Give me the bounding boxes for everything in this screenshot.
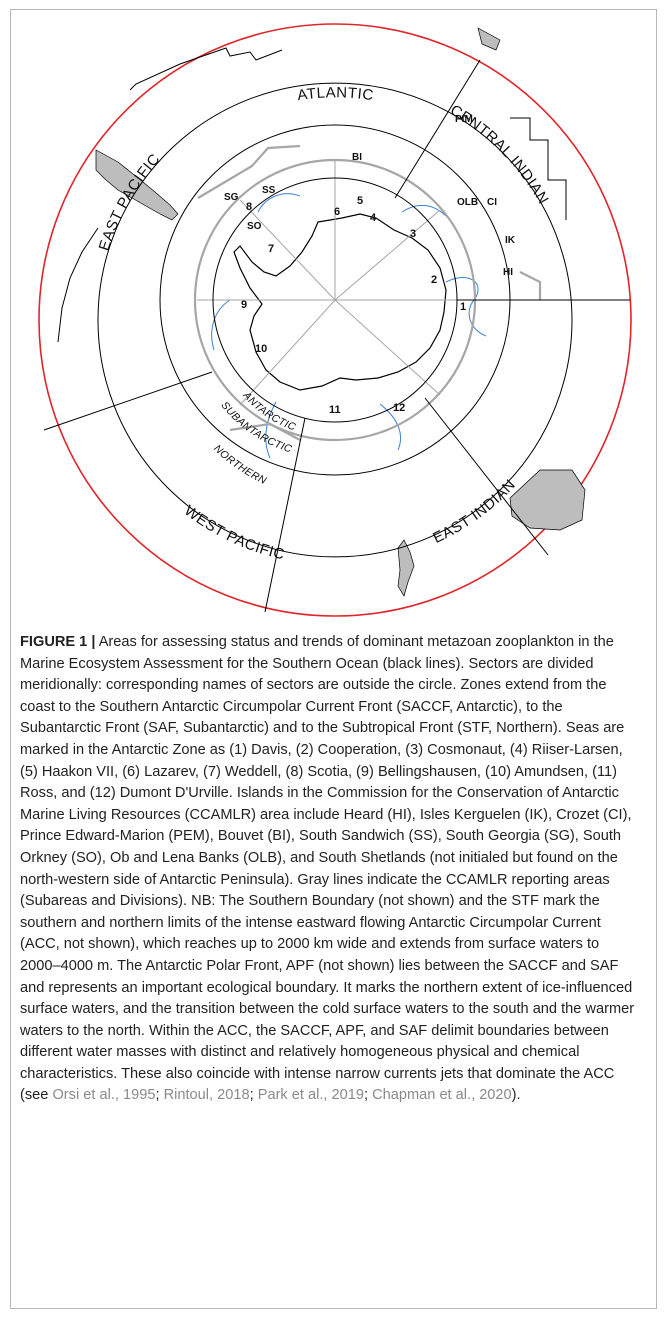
sea-label-9: 9 xyxy=(241,299,247,311)
ccamlr-thin-line-5 xyxy=(239,299,336,406)
ccamlr-thin-line-2 xyxy=(334,209,441,301)
caption-body: Areas for assessing status and trends of… xyxy=(20,634,635,1104)
island-label-hi: HI xyxy=(503,267,513,278)
stepped-boundary-west xyxy=(57,227,99,343)
land-masses xyxy=(95,27,586,597)
sea-label-10: 10 xyxy=(255,343,267,355)
sector-divider-atlantic-central-indian xyxy=(394,59,481,199)
ccamlr-line-2 xyxy=(519,271,542,300)
reference-link-chapman[interactable]: Chapman et al., 2020 xyxy=(372,1087,512,1104)
africa-land xyxy=(477,27,501,51)
sea-label-3: 3 xyxy=(410,228,416,240)
southern-ocean-map: ATLANTIC CENTRAL INDIAN EAST PACIFIC WES… xyxy=(38,23,632,617)
sea-label-7: 7 xyxy=(268,243,274,255)
antarctica-continent xyxy=(233,213,447,391)
ccamlr-thin-lines xyxy=(197,160,475,406)
bathymetry-contour-southwest xyxy=(265,401,277,459)
caption-separator: ; xyxy=(364,1087,373,1104)
bathymetry-contour-south xyxy=(379,403,402,451)
ccamlr-line-3 xyxy=(229,422,301,441)
bathymetry-contour-west xyxy=(211,299,231,351)
caption-tail: ). xyxy=(511,1087,521,1104)
sector-label-atlantic: ATLANTIC xyxy=(296,84,375,104)
figure-caption: FIGURE 1 | Areas for assessing status an… xyxy=(20,632,638,1107)
caption-separator: ; xyxy=(249,1087,258,1104)
island-label-bi: BI xyxy=(352,152,362,163)
bathymetry-contour-north xyxy=(401,204,447,217)
sea-label-11: 11 xyxy=(329,404,341,416)
sector-label-west-pacific: WEST PACIFIC xyxy=(181,502,286,563)
outer-boundary-circle xyxy=(38,23,632,617)
south-america-land xyxy=(95,149,179,221)
sector-divider-atlantic-east-pacific xyxy=(43,371,213,431)
zone-circle-outer xyxy=(97,82,573,558)
island-label-pim: PIM xyxy=(455,114,473,125)
caption-label: FIGURE 1 | xyxy=(20,634,96,650)
island-label-ik: IK xyxy=(505,235,516,246)
island-label-sg: SG xyxy=(224,192,239,203)
sea-label-6: 6 xyxy=(334,206,340,218)
stepped-boundary-east xyxy=(510,117,567,220)
sector-divider-east-pacific-west-pacific xyxy=(264,417,306,613)
stepped-boundary-north xyxy=(129,47,283,91)
island-label-ss: SS xyxy=(262,185,276,196)
reference-link-park[interactable]: Park et al., 2019 xyxy=(257,1087,364,1104)
sea-label-4: 4 xyxy=(370,212,377,224)
sector-divider-west-pacific-east-indian xyxy=(424,397,549,556)
sea-label-5: 5 xyxy=(357,195,363,207)
zone-label-northern: NORTHERN xyxy=(211,442,268,487)
island-label-so: SO xyxy=(247,221,262,232)
sea-label-2: 2 xyxy=(431,274,437,286)
ccamlr-line-1 xyxy=(197,144,301,199)
reference-link-orsi[interactable]: Orsi et al., 1995 xyxy=(52,1087,156,1104)
island-label-ci: CI xyxy=(487,197,497,208)
new-zealand-land xyxy=(397,539,415,597)
bathymetry-contour-northwest xyxy=(257,193,301,213)
caption-separator: ; xyxy=(155,1087,164,1104)
sea-label-12: 12 xyxy=(393,402,405,414)
australia-land xyxy=(509,469,586,531)
sector-label-east-indian: EAST INDIAN xyxy=(430,476,519,547)
island-label-olb: OLB xyxy=(457,197,478,208)
sea-label-1: 1 xyxy=(460,301,466,313)
ccamlr-thin-line-7 xyxy=(239,199,336,301)
boundary-lines xyxy=(43,47,630,613)
ccamlr-thin-line-4 xyxy=(334,299,441,396)
reference-link-rintoul[interactable]: Rintoul, 2018 xyxy=(163,1087,250,1104)
sea-label-8: 8 xyxy=(246,201,252,213)
